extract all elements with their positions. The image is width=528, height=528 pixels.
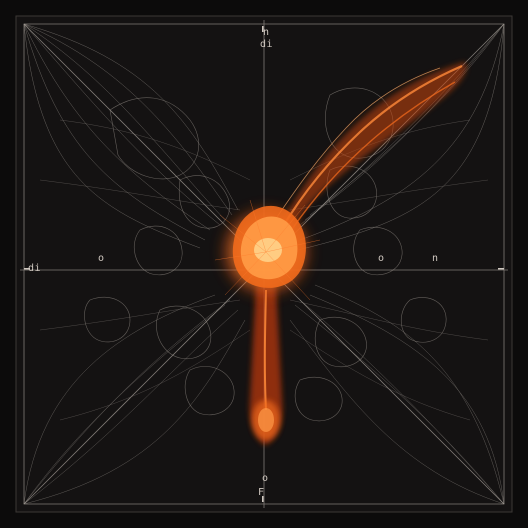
right-glyph-a: o — [378, 254, 385, 264]
right-glyph-b: n — [432, 254, 439, 264]
top-glyph-b: di — [260, 40, 273, 50]
left-glyph-b: o — [98, 254, 105, 264]
bottom-glyph-b: F — [258, 488, 265, 498]
bottom-glyph-a: o — [262, 474, 269, 484]
left-glyph-a: di — [28, 264, 41, 274]
top-glyph-a: n — [263, 28, 270, 38]
